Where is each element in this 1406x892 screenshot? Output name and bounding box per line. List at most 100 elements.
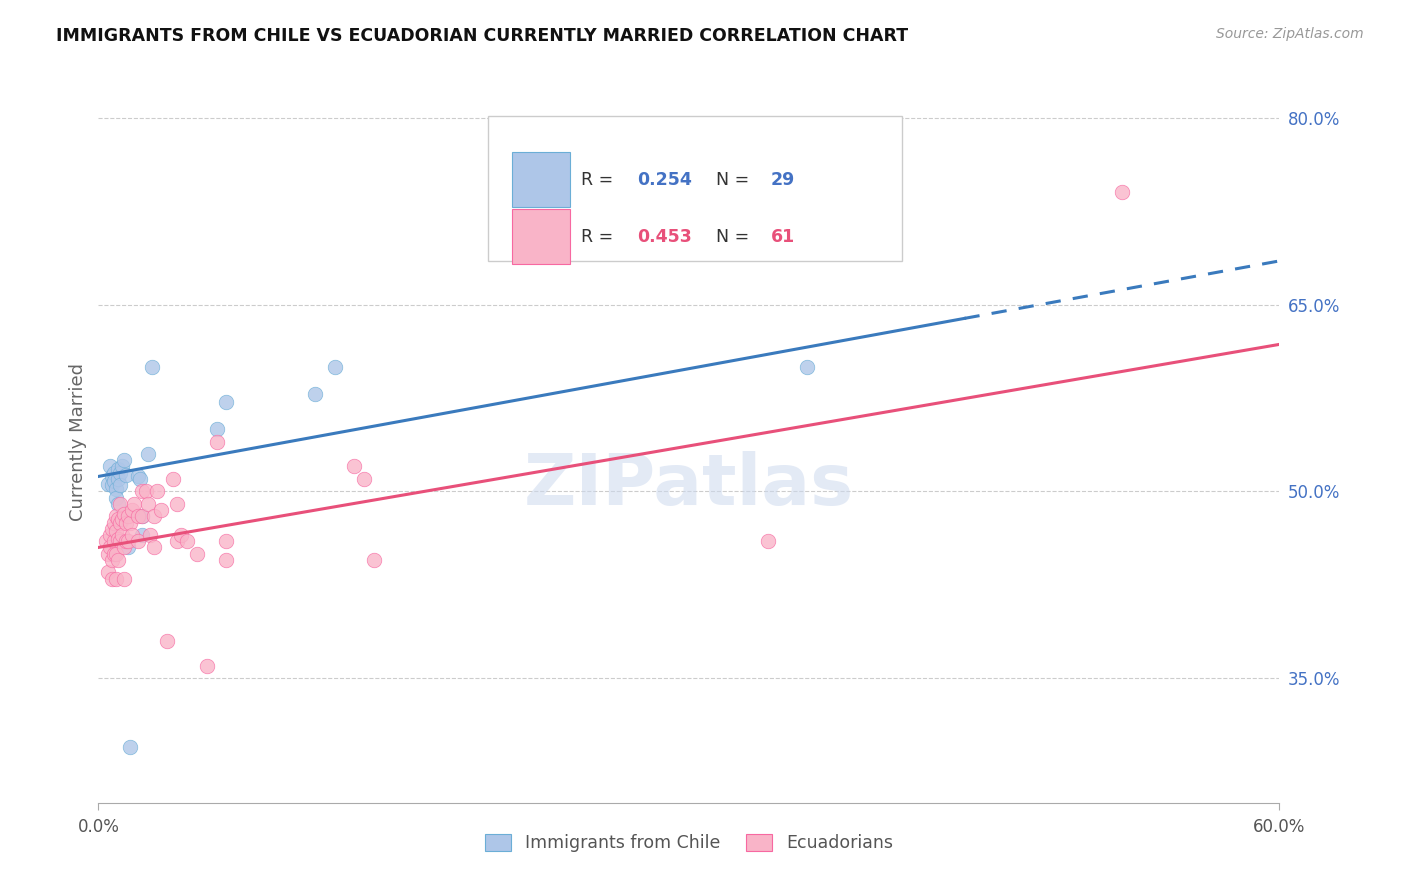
Point bbox=[135, 484, 157, 499]
Point bbox=[170, 528, 193, 542]
Point bbox=[122, 497, 145, 511]
Point bbox=[115, 468, 138, 483]
Point bbox=[103, 534, 125, 549]
Point bbox=[112, 453, 135, 467]
Point bbox=[101, 553, 124, 567]
Point bbox=[127, 469, 149, 483]
Point bbox=[121, 528, 143, 542]
Point bbox=[142, 509, 165, 524]
Point bbox=[118, 739, 141, 754]
Point bbox=[103, 547, 125, 561]
Point bbox=[141, 359, 163, 374]
Point bbox=[118, 516, 141, 530]
Point bbox=[166, 534, 188, 549]
Point bbox=[131, 484, 153, 499]
Point bbox=[117, 509, 139, 524]
Point bbox=[195, 658, 218, 673]
Point bbox=[97, 566, 120, 580]
Point bbox=[215, 394, 238, 409]
Point bbox=[105, 524, 128, 539]
Point bbox=[117, 534, 139, 549]
Point bbox=[105, 547, 128, 561]
Point bbox=[108, 516, 131, 530]
Point bbox=[107, 512, 129, 526]
Point bbox=[98, 541, 121, 555]
Point bbox=[112, 541, 135, 555]
Point bbox=[117, 541, 139, 555]
Text: N =: N = bbox=[706, 227, 755, 246]
Point bbox=[97, 547, 120, 561]
Point bbox=[108, 478, 131, 492]
Point bbox=[115, 516, 138, 530]
Text: 0.254: 0.254 bbox=[637, 170, 692, 188]
Point bbox=[156, 633, 179, 648]
Point bbox=[111, 528, 134, 542]
Point bbox=[111, 512, 134, 526]
FancyBboxPatch shape bbox=[488, 117, 901, 260]
Point bbox=[136, 497, 159, 511]
Point bbox=[353, 472, 375, 486]
Point bbox=[205, 422, 228, 436]
Point bbox=[103, 475, 125, 489]
Point bbox=[115, 534, 138, 549]
Point bbox=[108, 497, 131, 511]
Point bbox=[101, 522, 124, 536]
FancyBboxPatch shape bbox=[512, 210, 569, 264]
Point bbox=[343, 459, 366, 474]
Point bbox=[98, 528, 121, 542]
Point bbox=[101, 478, 124, 492]
Text: N =: N = bbox=[706, 170, 755, 188]
Point bbox=[162, 472, 184, 486]
Text: IMMIGRANTS FROM CHILE VS ECUADORIAN CURRENTLY MARRIED CORRELATION CHART: IMMIGRANTS FROM CHILE VS ECUADORIAN CURR… bbox=[56, 27, 908, 45]
Point bbox=[304, 387, 326, 401]
Point bbox=[108, 534, 131, 549]
Text: 61: 61 bbox=[770, 227, 794, 246]
Point bbox=[111, 459, 134, 474]
Point bbox=[96, 534, 118, 549]
Point bbox=[215, 534, 238, 549]
Point bbox=[186, 547, 208, 561]
Point bbox=[98, 459, 121, 474]
Y-axis label: Currently Married: Currently Married bbox=[69, 362, 87, 521]
Point bbox=[796, 359, 818, 374]
Point bbox=[136, 447, 159, 461]
Text: R =: R = bbox=[582, 227, 619, 246]
Point bbox=[105, 509, 128, 524]
Point bbox=[142, 541, 165, 555]
Point bbox=[128, 472, 150, 486]
Point bbox=[107, 553, 129, 567]
Point bbox=[108, 466, 131, 480]
Point bbox=[127, 534, 149, 549]
Point bbox=[103, 466, 125, 480]
Point bbox=[101, 572, 124, 586]
Text: ZIPatlas: ZIPatlas bbox=[524, 450, 853, 520]
Text: 0.453: 0.453 bbox=[637, 227, 692, 246]
Point bbox=[107, 497, 129, 511]
Point bbox=[107, 462, 129, 476]
Point bbox=[103, 516, 125, 530]
Text: R =: R = bbox=[582, 170, 619, 188]
Point bbox=[105, 482, 128, 496]
Point bbox=[215, 553, 238, 567]
Legend: Immigrants from Chile, Ecuadorians: Immigrants from Chile, Ecuadorians bbox=[478, 827, 900, 859]
FancyBboxPatch shape bbox=[512, 153, 569, 207]
Point bbox=[112, 572, 135, 586]
Point bbox=[1111, 186, 1133, 200]
Point bbox=[97, 476, 120, 491]
Point bbox=[121, 503, 143, 517]
Text: Source: ZipAtlas.com: Source: ZipAtlas.com bbox=[1216, 27, 1364, 41]
Point bbox=[363, 553, 385, 567]
Point bbox=[138, 528, 160, 542]
Point bbox=[131, 509, 153, 524]
Point bbox=[112, 507, 135, 521]
Point bbox=[107, 532, 129, 546]
Point bbox=[107, 472, 129, 486]
Point bbox=[101, 469, 124, 483]
Point bbox=[756, 534, 779, 549]
Point bbox=[176, 534, 198, 549]
Point bbox=[166, 497, 188, 511]
Text: 29: 29 bbox=[770, 170, 794, 188]
Point bbox=[105, 491, 128, 505]
Point bbox=[150, 503, 173, 517]
Point bbox=[127, 509, 149, 524]
